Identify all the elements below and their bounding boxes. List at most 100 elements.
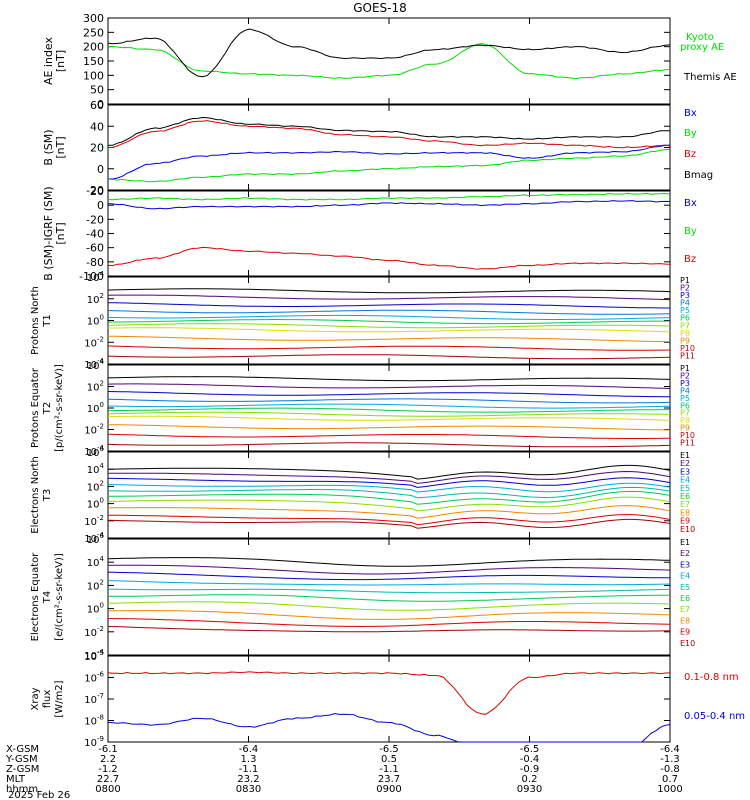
channel-line-p4 bbox=[107, 398, 671, 404]
series-line-themis-ae bbox=[107, 28, 671, 78]
channel-label-p4: P4 bbox=[680, 386, 690, 395]
legend-kyoto: Kyoto bbox=[686, 32, 714, 43]
y-axis-label-2: T2 bbox=[42, 402, 53, 415]
y-tick-label: -80 bbox=[86, 256, 104, 269]
channel-label-e6: E6 bbox=[680, 594, 690, 603]
y-tick-label: 100 bbox=[87, 401, 104, 415]
y-tick-label: 102 bbox=[87, 380, 104, 394]
channel-line-p4 bbox=[107, 309, 671, 315]
date-label: 2025 Feb 26 bbox=[8, 790, 70, 800]
ephemeris-value-y: 1.3 bbox=[241, 754, 257, 765]
channel-label-e4: E4 bbox=[680, 476, 690, 485]
y-axis-label-2: T1 bbox=[42, 314, 53, 327]
series-line-by bbox=[107, 192, 671, 201]
y-axis-label-2: flux bbox=[42, 690, 53, 709]
channel-label-p8: P8 bbox=[680, 329, 690, 338]
channel-line-p10 bbox=[107, 433, 671, 439]
channel-line-p1 bbox=[107, 288, 671, 294]
y-tick-label: 10-4 bbox=[84, 357, 104, 371]
channel-line-p11 bbox=[107, 442, 671, 448]
channel-line-e1 bbox=[107, 557, 671, 567]
ephemeris-value-hhmm: 0830 bbox=[236, 784, 261, 795]
y-tick-label: -60 bbox=[86, 242, 104, 255]
y-tick-label: -20 bbox=[86, 213, 104, 226]
channel-label-e10: E10 bbox=[680, 525, 695, 534]
y-tick-label: 10-5 bbox=[84, 649, 104, 663]
y-tick-label: 104 bbox=[87, 462, 105, 476]
channel-line-p10 bbox=[107, 345, 671, 351]
y-tick-label: 10-4 bbox=[84, 648, 104, 662]
channel-label-p4: P4 bbox=[680, 299, 690, 308]
channel-line-e10 bbox=[107, 626, 671, 633]
y-tick-label: 40 bbox=[90, 120, 104, 133]
ephemeris-row-label-y-gsm: Y-GSM bbox=[5, 754, 38, 765]
y-axis-label-2: T3 bbox=[42, 489, 53, 502]
y-tick-label: 0 bbox=[97, 163, 104, 176]
channel-line-e7 bbox=[107, 601, 671, 611]
channel-line-p2 bbox=[107, 383, 671, 389]
ephemeris-value-mlt: 23.7 bbox=[378, 774, 400, 785]
y-axis-label: AE index bbox=[42, 36, 55, 85]
y-tick-label: 104 bbox=[87, 555, 105, 569]
y-tick-label: 10-7 bbox=[84, 692, 104, 706]
y-tick-label: 100 bbox=[87, 314, 104, 328]
y-tick-label: 0 bbox=[97, 199, 104, 212]
y-axis-unit: [W/m2] bbox=[54, 680, 65, 717]
ephemeris-value-mlt: 22.7 bbox=[97, 774, 119, 785]
channel-line-e8 bbox=[107, 610, 671, 620]
y-axis-label: Protons North bbox=[30, 286, 41, 355]
channel-label-e7: E7 bbox=[680, 500, 690, 509]
channel-line-p3 bbox=[107, 391, 670, 398]
panel-bsm: -20 0 20 40 60 B (SM) [nT] Bx By Bz Bmag bbox=[42, 99, 713, 197]
channel-label-p10: P10 bbox=[680, 431, 695, 440]
y-tick-label: 200 bbox=[83, 41, 104, 54]
y-tick-label: 106 bbox=[87, 445, 105, 459]
ephemeris-value-z: -1.2 bbox=[98, 764, 118, 775]
panel-p2: 10-4 10-2 100 102 104 Protons Equator T2 [p/(cm… bbox=[30, 358, 695, 458]
y-tick-label: 10-9 bbox=[84, 735, 104, 749]
y-tick-label: 0 bbox=[97, 98, 104, 111]
ephemeris-value-y: 2.2 bbox=[100, 754, 116, 765]
channel-line-p3 bbox=[107, 302, 670, 309]
channel-label-e3: E3 bbox=[680, 560, 690, 569]
y-tick-label: 100 bbox=[87, 497, 104, 511]
ephemeris-value-mlt: 23.2 bbox=[237, 774, 259, 785]
ephemeris-value-mlt: 0.2 bbox=[522, 774, 538, 785]
y-tick-label: 102 bbox=[87, 479, 104, 493]
channel-line-p8 bbox=[107, 327, 671, 333]
ephemeris-value-hhmm: 1000 bbox=[657, 784, 682, 795]
y-tick-label: 10-4 bbox=[84, 444, 104, 458]
ephemeris-value-z: -0.8 bbox=[660, 764, 680, 775]
series-line-by bbox=[107, 149, 671, 183]
channel-line-e7 bbox=[107, 496, 671, 512]
ephemeris-value-z: -0.9 bbox=[520, 764, 540, 775]
series-line-bz bbox=[107, 120, 671, 149]
y-tick-label: 10-4 bbox=[84, 531, 104, 545]
y-tick-label: 102 bbox=[87, 292, 104, 306]
channel-line-e3 bbox=[107, 477, 671, 488]
channel-label-p11: P11 bbox=[680, 439, 695, 448]
channel-label-e9: E9 bbox=[680, 628, 690, 637]
channel-label-p9: P9 bbox=[680, 424, 690, 433]
channel-label-p8: P8 bbox=[680, 416, 690, 425]
ephemeris-row-label-mlt: MLT bbox=[6, 774, 26, 785]
y-tick-label: 10-2 bbox=[84, 514, 104, 528]
ephemeris-value-hhmm: 0800 bbox=[95, 784, 120, 795]
channel-line-e6 bbox=[108, 490, 671, 505]
channel-line-p11 bbox=[107, 354, 671, 360]
channel-label-p6: P6 bbox=[680, 314, 690, 323]
channel-line-e8 bbox=[107, 505, 671, 519]
channel-label-p1: P1 bbox=[680, 364, 690, 373]
channel-label-p7: P7 bbox=[680, 321, 690, 330]
channel-label-e1: E1 bbox=[680, 538, 690, 547]
legend-by: By bbox=[684, 128, 697, 139]
channel-line-e4 bbox=[107, 580, 671, 586]
channel-label-e4: E4 bbox=[680, 572, 690, 581]
ephemeris-value-hhmm: 0900 bbox=[376, 784, 401, 795]
y-axis-label: B (SM) bbox=[42, 129, 55, 165]
